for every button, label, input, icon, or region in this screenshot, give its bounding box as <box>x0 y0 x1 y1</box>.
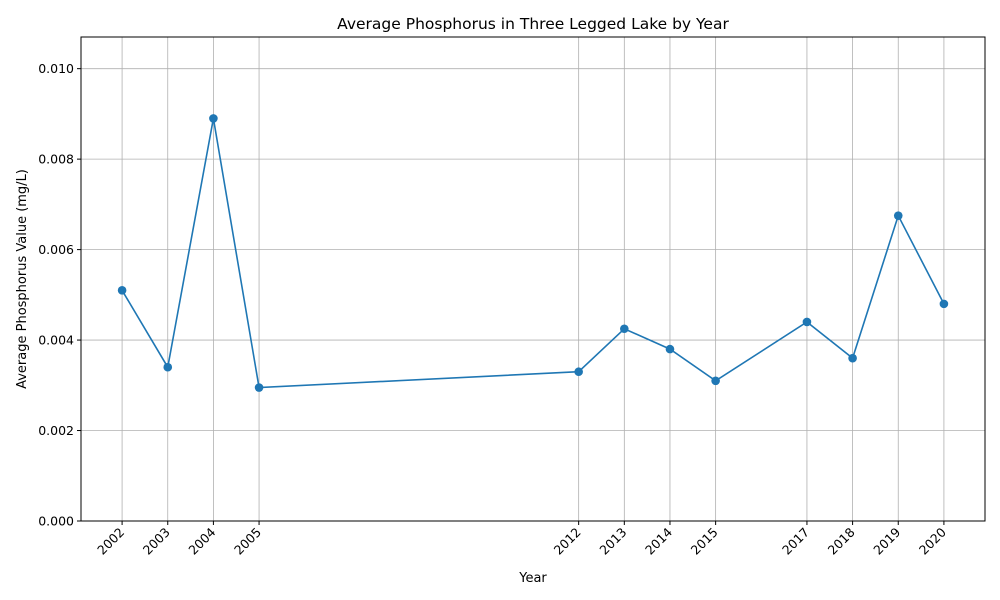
data-point-2003 <box>163 362 173 372</box>
data-point-2017 <box>802 317 812 327</box>
y-tick-label: 0.002 <box>38 423 74 438</box>
data-point-2018 <box>848 353 857 363</box>
data-point-2013 <box>620 324 629 334</box>
y-tick-label: 0.000 <box>38 514 74 529</box>
data-point-2014 <box>665 344 675 354</box>
data-point-2004 <box>209 114 218 123</box>
y-tick-label: 0.010 <box>38 61 74 76</box>
y-tick-label: 0.006 <box>38 242 74 257</box>
data-point-2015 <box>711 376 720 386</box>
x-axis-title: Year <box>518 571 547 586</box>
data-point-2012 <box>574 367 583 377</box>
y-axis-title: Average Phosphorus Value (mg/L) <box>15 169 30 389</box>
data-point-2020 <box>939 299 949 309</box>
data-point-2005 <box>254 383 264 392</box>
chart-title: Average Phosphorus in Three Legged Lake … <box>337 15 729 33</box>
series-layer <box>117 114 949 392</box>
data-point-2002 <box>117 286 127 295</box>
data-point-2019 <box>893 211 903 220</box>
plot-frame <box>80 36 986 522</box>
series-line <box>121 118 945 389</box>
y-tick-label: 0.004 <box>38 333 74 348</box>
y-tick-label: 0.008 <box>38 152 74 167</box>
